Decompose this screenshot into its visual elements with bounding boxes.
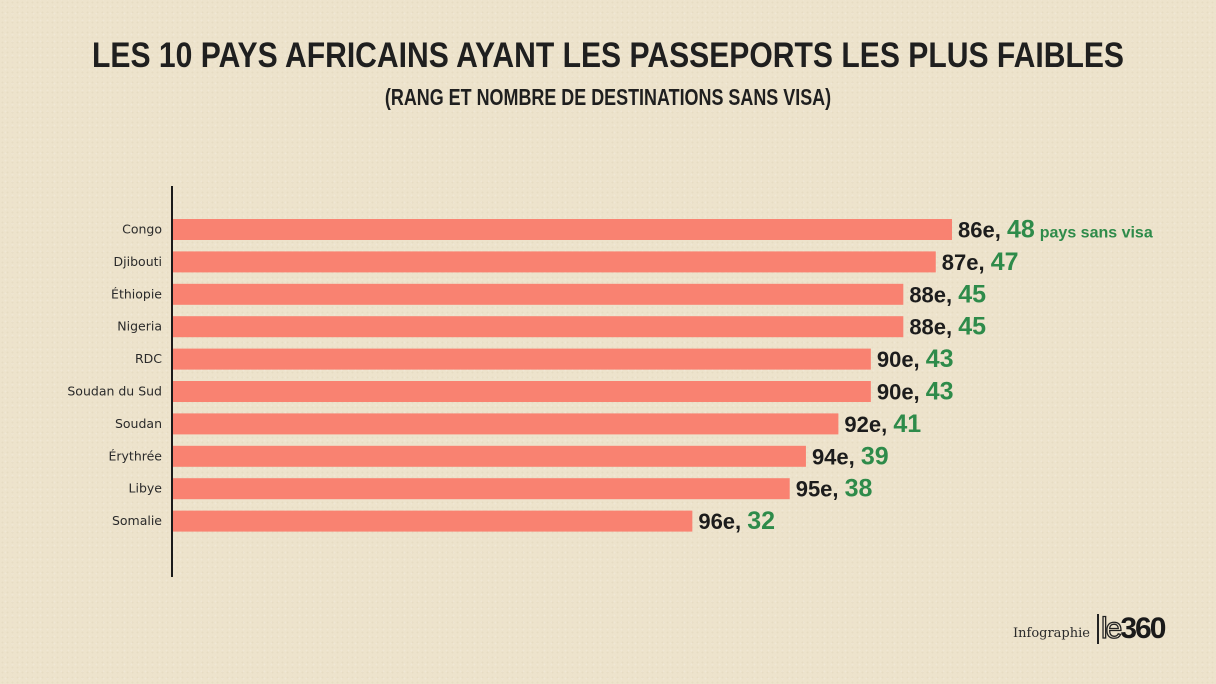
- rank-label: 88e,: [909, 282, 958, 307]
- bar: [173, 478, 790, 500]
- value-label: 45: [958, 280, 986, 308]
- category-label: Éthiopie: [111, 286, 162, 301]
- data-label: 90e, 43: [877, 378, 954, 406]
- data-label: 88e, 45: [909, 313, 986, 341]
- logo-360: 360: [1120, 612, 1166, 645]
- rank-label: 94e,: [812, 444, 861, 469]
- category-label: Érythrée: [108, 448, 162, 463]
- rank-label: 92e,: [844, 412, 893, 437]
- le360-logo: le 360: [1097, 612, 1166, 646]
- category-label: Congo: [122, 222, 162, 237]
- data-label: 88e, 45: [909, 280, 986, 308]
- bar: [173, 413, 839, 435]
- category-label: Soudan du Sud: [67, 384, 162, 399]
- value-label: 45: [958, 313, 986, 341]
- value-suffix: pays sans visa: [1040, 225, 1153, 242]
- value-label: 41: [893, 410, 921, 438]
- bar: [173, 348, 871, 370]
- category-label: Somalie: [112, 513, 162, 528]
- value-label: 43: [926, 345, 954, 373]
- data-label: 92e, 41: [844, 410, 921, 438]
- bar: [173, 316, 904, 338]
- value-label: 32: [747, 507, 775, 535]
- credit-text: Infographie: [1013, 626, 1090, 641]
- category-label: Nigeria: [117, 319, 162, 334]
- logo-le: le: [1097, 613, 1123, 644]
- data-label: 96e, 32: [698, 507, 775, 535]
- category-label: Libye: [129, 481, 163, 496]
- rank-label: 90e,: [877, 347, 926, 372]
- data-label: 94e, 39: [812, 442, 889, 470]
- value-label: 48: [1007, 216, 1035, 244]
- data-label: 86e, 48 pays sans visa: [958, 216, 1153, 244]
- value-label: 38: [845, 475, 873, 503]
- bar: [173, 219, 952, 240]
- rank-label: 95e,: [796, 477, 845, 502]
- value-label: 47: [991, 248, 1019, 276]
- category-label: Djibouti: [114, 254, 162, 269]
- bar: [173, 445, 806, 467]
- bar: [173, 381, 871, 402]
- chart-title: LES 10 PAYS AFRICAINS AYANT LES PASSEPOR…: [91, 36, 1124, 75]
- category-label: Soudan: [115, 416, 162, 431]
- rank-label: 90e,: [877, 380, 926, 405]
- data-label: 95e, 38: [796, 475, 873, 503]
- data-label: 87e, 47: [942, 248, 1019, 276]
- category-label: RDC: [135, 351, 162, 366]
- data-label: 90e, 43: [877, 345, 954, 373]
- bars-layer: Congo 86e, 48 pays sans visa Djibouti 87e, 4…: [67, 216, 1152, 536]
- chart-subtitle: (RANG ET NOMBRE DE DESTINATIONS SANS VIS…: [384, 84, 832, 110]
- bar: [173, 283, 904, 305]
- rank-label: 88e,: [909, 315, 958, 340]
- value-label: 43: [926, 378, 954, 406]
- value-label: 39: [861, 442, 889, 470]
- rank-label: 96e,: [698, 509, 747, 534]
- bar: [173, 510, 693, 532]
- rank-label: 87e,: [942, 250, 991, 275]
- rank-label: 86e,: [958, 218, 1007, 243]
- bar: [173, 251, 936, 273]
